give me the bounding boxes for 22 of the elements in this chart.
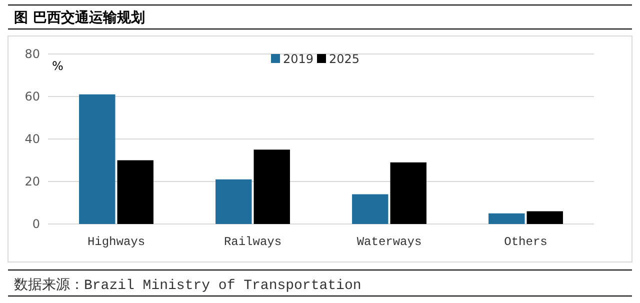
bar xyxy=(79,94,116,224)
bar xyxy=(254,150,290,224)
x-tick-label: Others xyxy=(504,235,548,249)
y-tick-label: 60 xyxy=(24,90,40,104)
y-tick-label: 20 xyxy=(24,174,40,189)
bar xyxy=(390,162,426,224)
legend-label: 2019 xyxy=(283,52,314,66)
y-tick-label: 40 xyxy=(24,132,40,146)
y-tick-label: 0 xyxy=(32,217,40,232)
source-note: 数据来源：Brazil Ministry of Transportation xyxy=(14,277,362,294)
y-axis-title: % xyxy=(52,59,64,73)
bar xyxy=(216,179,252,224)
bar xyxy=(488,213,525,224)
x-tick-label: Highways xyxy=(87,235,146,249)
y-tick-label: 80 xyxy=(24,47,40,62)
x-tick-label: Railways xyxy=(224,235,282,249)
bar xyxy=(352,194,388,224)
legend-label: 2025 xyxy=(329,52,360,66)
bar xyxy=(117,160,154,224)
chart-title: 图 巴西交通运输规划 xyxy=(14,9,145,26)
bar xyxy=(526,211,563,224)
x-tick-label: Waterways xyxy=(356,235,422,249)
